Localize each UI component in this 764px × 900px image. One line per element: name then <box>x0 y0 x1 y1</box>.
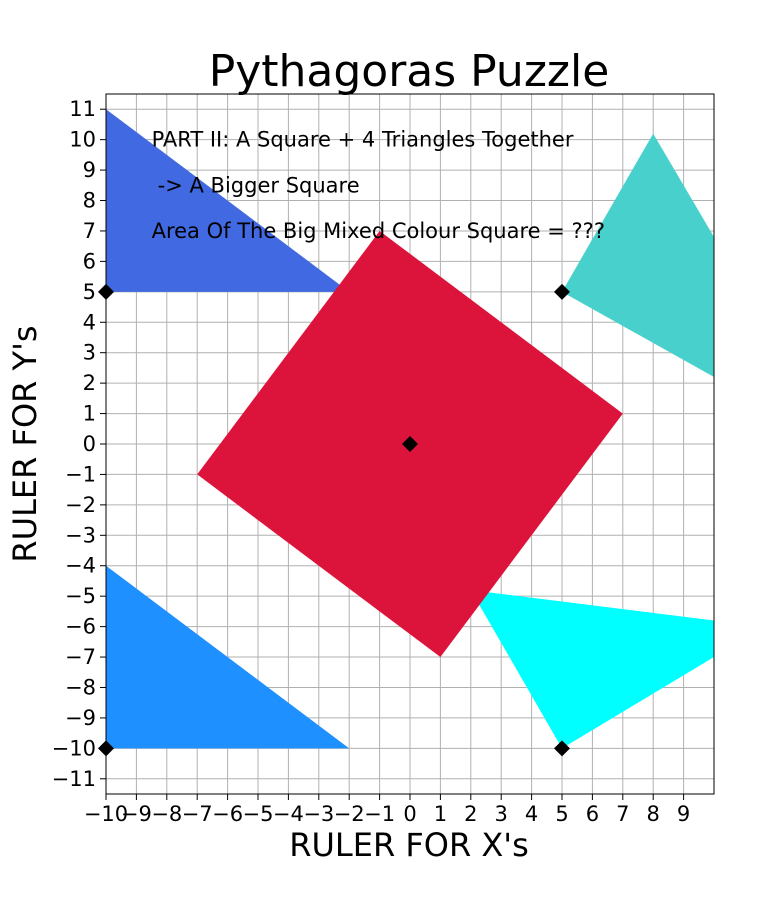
x-tick-label: −4 <box>273 802 304 826</box>
ticks: −10−9 −8 −7 −6 −5 −4 −3 −2 −1 0 1 2 3 4 5 6 7 8 9−11−10−9−… <box>52 97 691 826</box>
x-tick-label: −3 <box>303 802 334 826</box>
y-tick-label: 10 <box>69 128 96 152</box>
y-tick-label: 3 <box>83 341 96 365</box>
x-tick-label: −10 <box>84 802 128 826</box>
x-axis-label: RULER FOR X's <box>289 826 529 864</box>
y-tick-label: 9 <box>83 158 96 182</box>
x-tick-label: −2 <box>334 802 365 826</box>
y-tick-label: 4 <box>83 310 96 334</box>
bottom-left-triangle <box>106 565 350 749</box>
y-tick-label: −7 <box>65 645 96 669</box>
x-tick-label: −5 <box>243 802 274 826</box>
y-tick-label: −10 <box>52 736 96 760</box>
x-tick-label: 6 <box>586 802 599 826</box>
y-tick-label: −5 <box>65 584 96 608</box>
x-tick-label: 0 <box>403 802 416 826</box>
chart-title: Pythagoras Puzzle <box>209 46 610 97</box>
y-tick-label: 2 <box>83 371 96 395</box>
point-marker <box>554 283 570 300</box>
x-tick-label: −8 <box>151 802 182 826</box>
bottom-right-triangle <box>470 590 714 749</box>
y-tick-label: 11 <box>69 97 96 121</box>
y-tick-label: 7 <box>83 219 96 243</box>
annotation-text: PART II: A Square + 4 Triangles Together <box>152 128 574 152</box>
y-tick-label: 5 <box>83 280 96 304</box>
x-tick-label: −7 <box>182 802 213 826</box>
y-tick-label: −8 <box>65 675 96 699</box>
annotations: PART II: A Square + 4 Triangles Together… <box>152 128 605 243</box>
y-tick-label: −6 <box>65 615 96 639</box>
y-tick-label: −1 <box>65 462 96 486</box>
x-tick-label: 2 <box>464 802 477 826</box>
x-tick-label: 9 <box>677 802 690 826</box>
x-tick-label: −1 <box>364 802 395 826</box>
plot-frame <box>105 93 715 795</box>
y-tick-label: −4 <box>65 554 96 578</box>
y-axis-label: RULER FOR Y's <box>6 325 44 562</box>
x-tick-label: 1 <box>434 802 447 826</box>
x-tick-label: 5 <box>555 802 568 826</box>
y-tick-label: 8 <box>83 189 96 213</box>
y-tick-label: 6 <box>83 249 96 273</box>
y-tick-label: −9 <box>65 706 96 730</box>
x-tick-label: −6 <box>212 802 243 826</box>
y-tick-label: −2 <box>65 493 96 517</box>
annotation-text: -> A Bigger Square <box>158 173 360 197</box>
point-marker <box>554 740 570 757</box>
top-right-triangle <box>562 133 714 378</box>
y-tick-label: 0 <box>83 432 96 456</box>
x-tick-label: 3 <box>495 802 508 826</box>
y-tick-label: −3 <box>65 523 96 547</box>
point-marker <box>402 436 418 452</box>
x-tick-label: −9 <box>121 802 152 826</box>
x-tick-label: 7 <box>616 802 629 826</box>
top-left-triangle <box>106 109 350 292</box>
y-tick-label: 1 <box>83 402 96 426</box>
x-tick-label: 4 <box>525 802 538 826</box>
annotation-text: Area Of The Big Mixed Colour Square = ??… <box>152 219 605 243</box>
x-tick-label: 8 <box>647 802 660 826</box>
y-tick-label: −11 <box>52 767 96 791</box>
